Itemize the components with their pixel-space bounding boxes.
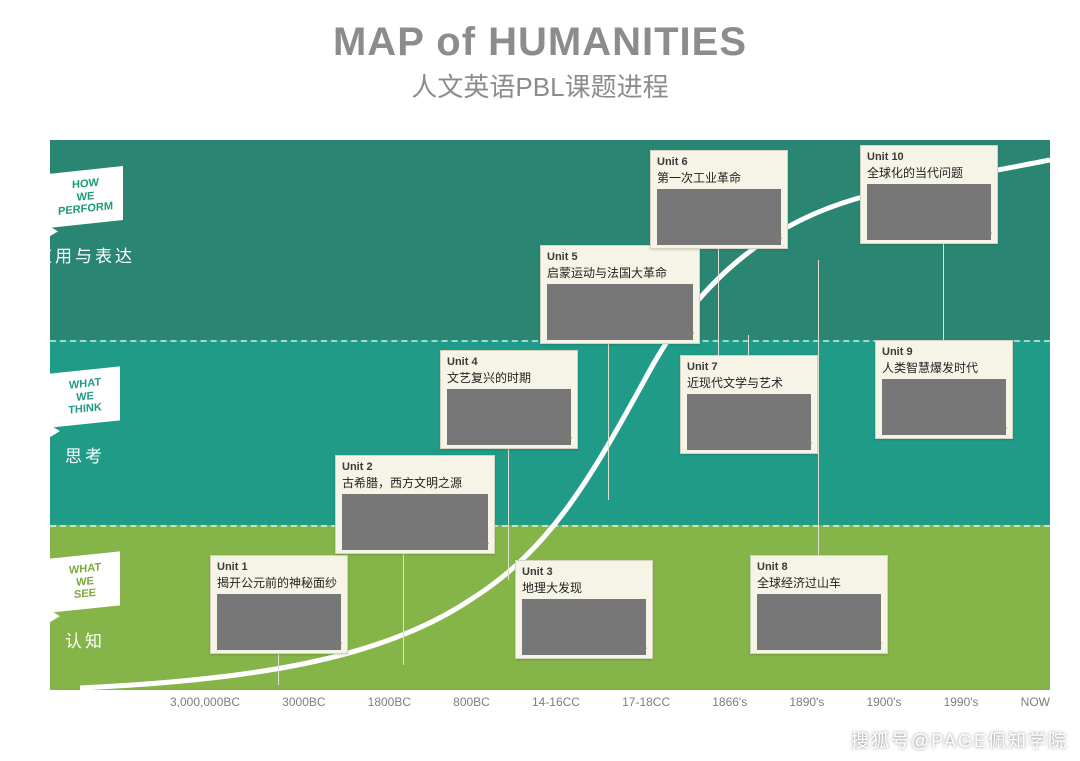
unit-thumb bbox=[657, 189, 781, 245]
unit-thumb bbox=[757, 594, 881, 650]
x-tick: 3,000,000BC bbox=[170, 695, 240, 709]
x-tick: 1890's bbox=[789, 695, 824, 709]
plus-icon[interactable]: + bbox=[639, 640, 647, 656]
unit-thumb bbox=[547, 284, 693, 340]
unit-thumb bbox=[687, 394, 811, 450]
unit-number: Unit 6 bbox=[657, 156, 781, 168]
unit-label: 文艺复兴的时期 bbox=[447, 369, 571, 386]
x-tick: NOW bbox=[1021, 695, 1050, 709]
plus-icon[interactable]: + bbox=[334, 635, 342, 651]
x-tick: 14-16CC bbox=[532, 695, 580, 709]
ribbon-perform: HOWWEPERFORM bbox=[48, 166, 123, 228]
unit-label: 揭开公元前的神秘面纱 bbox=[217, 574, 341, 591]
plus-icon[interactable]: + bbox=[686, 325, 694, 341]
ribbon-see: WHATWESEE bbox=[50, 551, 120, 612]
x-tick: 1990's bbox=[944, 695, 979, 709]
stem-unit-6 bbox=[718, 245, 719, 365]
unit-label: 全球化的当代问题 bbox=[867, 164, 991, 181]
unit-card-10[interactable]: Unit 10全球化的当代问题 + bbox=[860, 145, 998, 244]
unit-label: 古希腊，西方文明之源 bbox=[342, 474, 488, 491]
unit-card-5[interactable]: Unit 5启蒙运动与法国大革命 + bbox=[540, 245, 700, 344]
chart-area: Unit 1揭开公元前的神秘面纱+Unit 2古希腊，西方文明之源+Unit 3… bbox=[50, 140, 1050, 690]
unit-label: 第一次工业革命 bbox=[657, 169, 781, 186]
x-tick: 1900's bbox=[866, 695, 901, 709]
unit-card-4[interactable]: Unit 4文艺复兴的时期 + bbox=[440, 350, 578, 449]
plus-icon[interactable]: + bbox=[984, 225, 992, 241]
x-axis: 3,000,000BC 3000BC 1800BC 800BC 14-16CC 17-18… bbox=[170, 695, 1050, 709]
plus-icon[interactable]: + bbox=[874, 635, 882, 651]
unit-number: Unit 10 bbox=[867, 151, 991, 163]
unit-label: 人类智慧爆发时代 bbox=[882, 359, 1006, 376]
stem-unit-5 bbox=[608, 340, 609, 500]
band-divider bbox=[50, 525, 1050, 527]
unit-number: Unit 7 bbox=[687, 361, 811, 373]
band-cn-think: 思考 bbox=[10, 442, 160, 467]
left-label-column: HOWWEPERFORM应用与表达WHATWETHINK思考WHATWESEE认… bbox=[0, 140, 175, 690]
unit-thumb bbox=[882, 379, 1006, 435]
plus-icon[interactable]: + bbox=[999, 420, 1007, 436]
plus-icon[interactable]: + bbox=[481, 535, 489, 551]
unit-card-7[interactable]: Unit 7近现代文学与艺术 + bbox=[680, 355, 818, 454]
unit-number: Unit 4 bbox=[447, 356, 571, 368]
x-tick: 17-18CC bbox=[622, 695, 670, 709]
main-title: MAP of HUMANITIES bbox=[0, 20, 1080, 65]
plus-icon[interactable]: + bbox=[564, 430, 572, 446]
unit-label: 地理大发现 bbox=[522, 579, 646, 596]
ribbon-think: WHATWETHINK bbox=[50, 366, 120, 427]
x-tick: 1866's bbox=[712, 695, 747, 709]
stem-unit-1 bbox=[278, 650, 279, 685]
stem-unit-4 bbox=[508, 445, 509, 580]
band-label-see: WHATWESEE认知 bbox=[10, 555, 160, 652]
band-label-perform: HOWWEPERFORM应用与表达 bbox=[10, 170, 160, 267]
unit-thumb bbox=[447, 389, 571, 445]
unit-number: Unit 5 bbox=[547, 251, 693, 263]
stem-unit-2 bbox=[403, 550, 404, 665]
unit-card-9[interactable]: Unit 9人类智慧爆发时代 + bbox=[875, 340, 1013, 439]
unit-label: 近现代文学与艺术 bbox=[687, 374, 811, 391]
unit-number: Unit 9 bbox=[882, 346, 1006, 358]
unit-card-8[interactable]: Unit 8全球经济过山车 + bbox=[750, 555, 888, 654]
unit-number: Unit 8 bbox=[757, 561, 881, 573]
title-block: MAP of HUMANITIES 人文英语PBL课题进程 bbox=[0, 0, 1080, 104]
x-tick: 3000BC bbox=[282, 695, 325, 709]
unit-number: Unit 3 bbox=[522, 566, 646, 578]
unit-card-6[interactable]: Unit 6第一次工业革命 + bbox=[650, 150, 788, 249]
plus-icon[interactable]: + bbox=[774, 230, 782, 246]
unit-card-2[interactable]: Unit 2古希腊，西方文明之源 + bbox=[335, 455, 495, 554]
unit-thumb bbox=[522, 599, 646, 655]
unit-thumb bbox=[342, 494, 488, 550]
band-label-think: WHATWETHINK思考 bbox=[10, 370, 160, 467]
page: MAP of HUMANITIES 人文英语PBL课题进程 Unit 1揭开公元… bbox=[0, 0, 1080, 761]
unit-thumb bbox=[867, 184, 991, 240]
unit-number: Unit 1 bbox=[217, 561, 341, 573]
unit-label: 启蒙运动与法国大革命 bbox=[547, 264, 693, 281]
x-tick: 800BC bbox=[453, 695, 490, 709]
band-cn-see: 认知 bbox=[10, 627, 160, 652]
unit-thumb bbox=[217, 594, 341, 650]
unit-label: 全球经济过山车 bbox=[757, 574, 881, 591]
unit-number: Unit 2 bbox=[342, 461, 488, 473]
watermark: 搜狐号@PAGE佩知学院 bbox=[851, 727, 1068, 753]
x-tick: 1800BC bbox=[368, 695, 411, 709]
plus-icon[interactable]: + bbox=[804, 435, 812, 451]
unit-card-3[interactable]: Unit 3地理大发现 + bbox=[515, 560, 653, 659]
band-cn-perform: 应用与表达 bbox=[10, 242, 160, 267]
sub-title: 人文英语PBL课题进程 bbox=[0, 67, 1080, 104]
unit-card-1[interactable]: Unit 1揭开公元前的神秘面纱 + bbox=[210, 555, 348, 654]
